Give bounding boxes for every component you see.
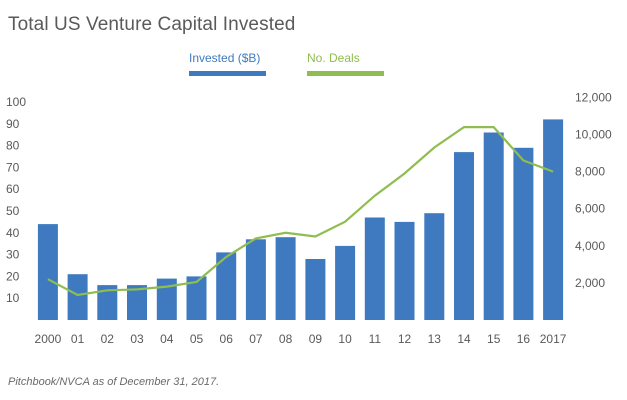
x-tick-label: 12 xyxy=(398,332,412,346)
right-tick-label: 10,000 xyxy=(575,128,612,142)
x-tick-label: 02 xyxy=(101,332,115,346)
chart-title: Total US Venture Capital Invested xyxy=(8,14,296,35)
left-tick-label: 50 xyxy=(6,204,20,218)
bar-02 xyxy=(97,285,118,320)
bar-06 xyxy=(216,252,237,320)
right-tick-label: 12,000 xyxy=(575,90,612,104)
left-tick-label: 40 xyxy=(6,226,20,240)
right-tick-label: 4,000 xyxy=(575,239,605,253)
bar-08 xyxy=(275,237,296,320)
legend-deals-label: No. Deals xyxy=(307,51,360,65)
left-tick-label: 70 xyxy=(6,160,20,174)
bar-07 xyxy=(245,239,266,320)
bar-2000 xyxy=(37,224,58,320)
left-tick-label: 60 xyxy=(6,182,20,196)
left-tick-label: 100 xyxy=(6,95,26,109)
x-tick-label: 05 xyxy=(190,332,204,346)
legend-deals-swatch xyxy=(307,71,384,76)
bar-2017 xyxy=(543,119,564,321)
x-tick-label: 11 xyxy=(369,332,382,346)
left-tick-label: 10 xyxy=(6,291,20,305)
x-tick-label: 06 xyxy=(220,332,234,346)
legend-deals: No. Deals xyxy=(307,51,384,76)
legend-invested: Invested ($B) xyxy=(189,51,266,76)
line-series-deals xyxy=(47,125,554,297)
right-tick-label: 8,000 xyxy=(575,165,605,179)
left-axis-ticks: 100 90 80 70 60 50 40 30 20 10 xyxy=(6,95,26,305)
bar-11 xyxy=(364,217,385,320)
x-tick-label: 10 xyxy=(338,332,352,346)
right-tick-label: 6,000 xyxy=(575,202,605,216)
source-note: Pitchbook/NVCA as of December 31, 2017. xyxy=(8,376,220,388)
x-tick-label: 15 xyxy=(487,332,501,346)
x-axis-ticks: 2000 01 02 03 04 05 06 07 08 09 10 11 12 13 14 15 16 2017 xyxy=(35,332,567,346)
bar-03 xyxy=(127,285,147,320)
left-tick-label: 80 xyxy=(6,139,20,153)
bar-series-invested xyxy=(37,119,564,321)
x-tick-label: 08 xyxy=(279,332,293,346)
x-tick-label: 04 xyxy=(160,332,174,346)
x-tick-label: 13 xyxy=(428,332,442,346)
bar-15 xyxy=(483,132,504,320)
legend-invested-swatch xyxy=(189,71,266,76)
bar-13 xyxy=(424,213,445,320)
bar-09 xyxy=(305,259,326,320)
x-tick-label: 07 xyxy=(249,332,263,346)
x-tick-label: 2017 xyxy=(540,332,567,346)
right-axis-ticks: 12,000 10,000 8,000 6,000 4,000 2,000 xyxy=(575,90,612,290)
bar-10 xyxy=(335,245,356,320)
left-tick-label: 90 xyxy=(6,117,20,131)
right-tick-label: 2,000 xyxy=(575,276,605,290)
bar-12 xyxy=(394,221,415,320)
x-tick-label: 16 xyxy=(517,332,531,346)
bar-14 xyxy=(454,152,474,320)
bar-16 xyxy=(513,147,534,320)
x-tick-label: 2000 xyxy=(35,332,62,346)
bar-01 xyxy=(67,274,88,320)
left-tick-label: 20 xyxy=(6,269,20,283)
bar-05 xyxy=(186,276,207,320)
left-tick-label: 30 xyxy=(6,248,20,262)
legend-invested-label: Invested ($B) xyxy=(189,51,261,65)
bar-04 xyxy=(156,278,177,320)
x-tick-label: 09 xyxy=(309,332,323,346)
x-tick-label: 03 xyxy=(130,332,144,346)
x-tick-label: 01 xyxy=(71,332,85,346)
x-tick-label: 14 xyxy=(457,332,471,346)
